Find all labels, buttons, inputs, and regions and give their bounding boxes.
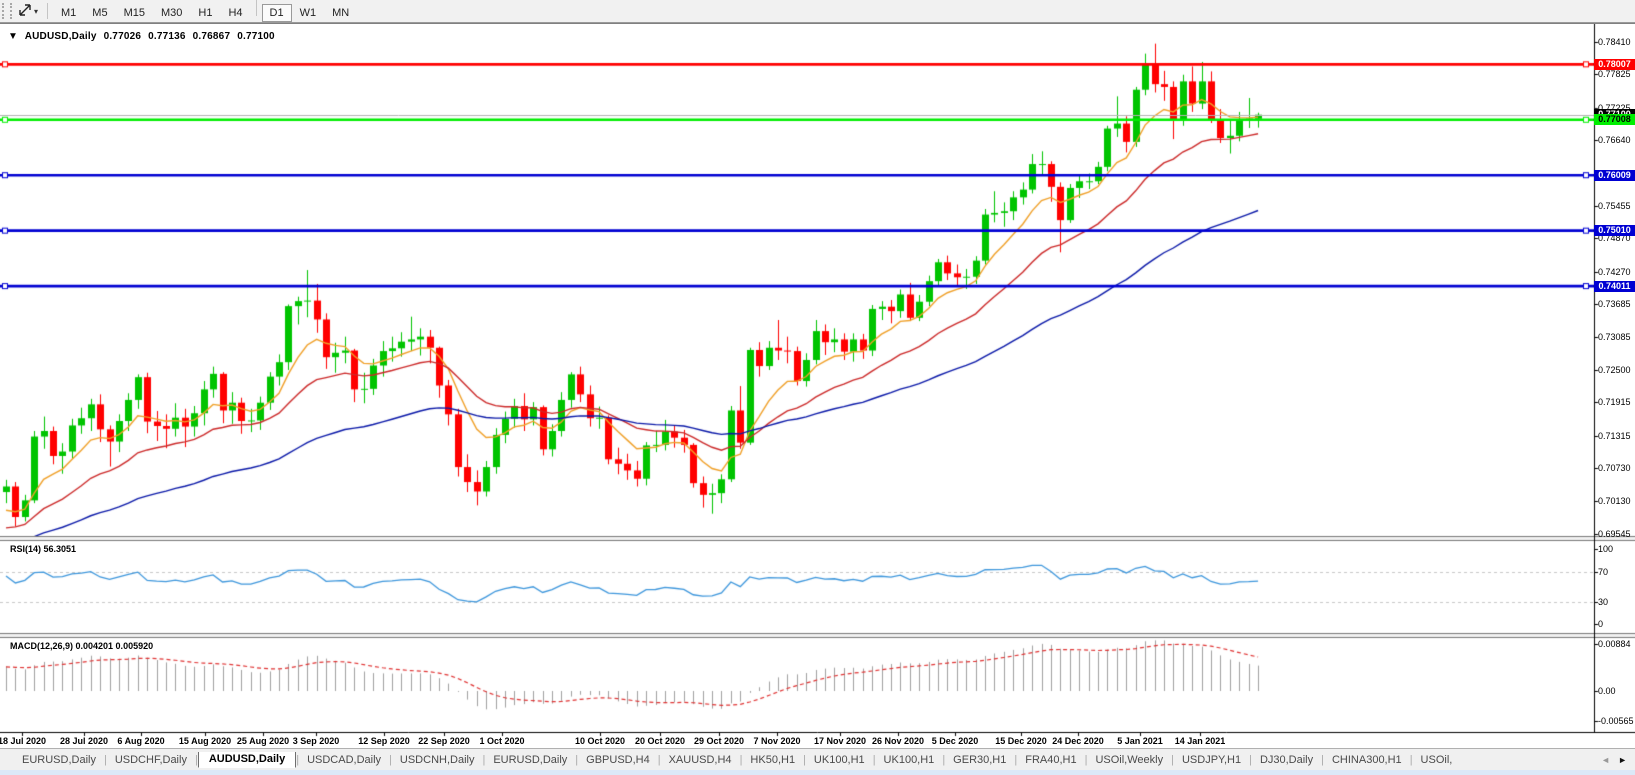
chart-tab-usdchf-daily[interactable]: USDCHF,Daily [114,753,187,766]
tab-scroll-right-icon[interactable]: ► [1614,754,1631,766]
timeframe-button-mn[interactable]: MN [324,4,357,22]
chart-tab-ger30-h1[interactable]: GER30,H1 [953,753,1007,766]
ohlc-low: 0.76867 [192,31,231,42]
tab-separator: | [1321,753,1324,766]
chart-symbol-title: AUDUSD,Daily [24,31,97,42]
timeframe-button-w1[interactable]: W1 [292,4,325,22]
ohlc-close: 0.77100 [237,31,275,42]
chart-tab-uk100-h1[interactable]: UK100,H1 [813,753,865,766]
crosshair-tool-button[interactable]: ▾ [14,2,42,21]
chart-tab-usoil-weekly[interactable]: USOil,Weekly [1095,753,1164,766]
chart-tab-hk50-h1[interactable]: HK50,H1 [750,753,796,766]
collapse-icon[interactable]: ▼ [8,31,19,42]
chart-tab-eurusd-daily[interactable]: EURUSD,Daily [22,753,96,766]
chart-tab-bar: EURUSD,Daily | USDCHF,Daily | AUDUSD,Daily | U… [0,748,1635,770]
chart-tab-eurusd-daily[interactable]: EURUSD,Daily [493,753,568,766]
tab-separator: | [1084,753,1088,766]
chart-tab-gbpusd-h4[interactable]: GBPUSD,H4 [586,753,650,766]
tab-separator: | [872,753,876,766]
price-chart-canvas[interactable] [0,24,1635,749]
timeframe-button-m1[interactable]: M1 [53,4,84,22]
tab-separator: | [1171,753,1174,766]
tab-separator: | [942,753,946,766]
timeframe-button-h1[interactable]: H1 [190,4,220,22]
chart-tab-dj30-daily[interactable]: DJ30,Daily [1259,753,1314,766]
tab-separator: | [482,753,486,766]
chevron-down-icon: ▾ [34,6,39,16]
timeframe-button-group: M1 M5 M15 M30 H1 H4 D1 W1 MN [53,0,357,22]
chart-tab-usdjpy-h1[interactable]: USDJPY,H1 [1181,753,1242,766]
toolbar: ▾ M1 M5 M15 M30 H1 H4 D1 W1 MN [0,0,1635,23]
ohlc-open: 0.77026 [103,31,142,42]
timeframe-button-d1[interactable]: D1 [261,4,292,22]
timeframe-button-m15[interactable]: M15 [116,4,153,22]
tab-separator: | [389,753,392,766]
tab-separator: | [1014,753,1018,766]
status-strip [0,770,1635,775]
crosshair-tool-icon [18,3,32,20]
tab-separator: | [1249,753,1252,766]
tab-separator: | [575,753,579,766]
timeframe-button-h4[interactable]: H4 [220,4,250,22]
chart-tabs: EURUSD,Daily | USDCHF,Daily | AUDUSD,Daily | U… [14,751,1597,768]
timeframe-button-m30[interactable]: M30 [153,4,190,22]
toolbar-separator [255,0,257,16]
tab-separator: | [296,753,300,766]
tab-separator: | [103,753,107,766]
tab-separator: | [1409,753,1413,766]
tab-separator: | [657,753,661,766]
tab-separator: | [739,753,743,766]
chart-tab-usoil-[interactable]: USOil, [1420,753,1453,766]
timeframe-button-m5[interactable]: M5 [84,4,115,22]
chart-header: ▼ AUDUSD,Daily 0.77026 0.77136 0.76867 0… [8,31,279,42]
macd-indicator-label: MACD(12,26,9) 0.004201 0.005920 [10,641,154,651]
chart-tab-audusd-daily[interactable]: AUDUSD,Daily [197,751,297,768]
chart-tab-xauusd-h4[interactable]: XAUUSD,H4 [668,753,732,766]
chart-tab-usdcnh-daily[interactable]: USDCNH,Daily [399,753,475,766]
chart-tab-fra40-h1[interactable]: FRA40,H1 [1025,753,1077,766]
chart-tab-usdcad-daily[interactable]: USDCAD,Daily [307,753,382,766]
chart-tab-china300-h1[interactable]: CHINA300,H1 [1331,753,1402,766]
chart-area: 0.78410 0.77825 0.77225 0.76640 0.75455 0.748… [0,23,1635,749]
chart-tab-uk100-h1[interactable]: UK100,H1 [883,753,935,766]
tab-scroll-arrows: ◄ ► [1597,754,1631,766]
tab-separator: | [194,753,198,766]
ohlc-high: 0.77136 [148,31,186,42]
tab-scroll-left-icon[interactable]: ◄ [1597,754,1614,766]
toolbar-drag-grip[interactable] [2,3,12,19]
tab-separator: | [803,753,806,766]
toolbar-separator [47,3,49,19]
rsi-indicator-label: RSI(14) 56.3051 [10,544,77,554]
